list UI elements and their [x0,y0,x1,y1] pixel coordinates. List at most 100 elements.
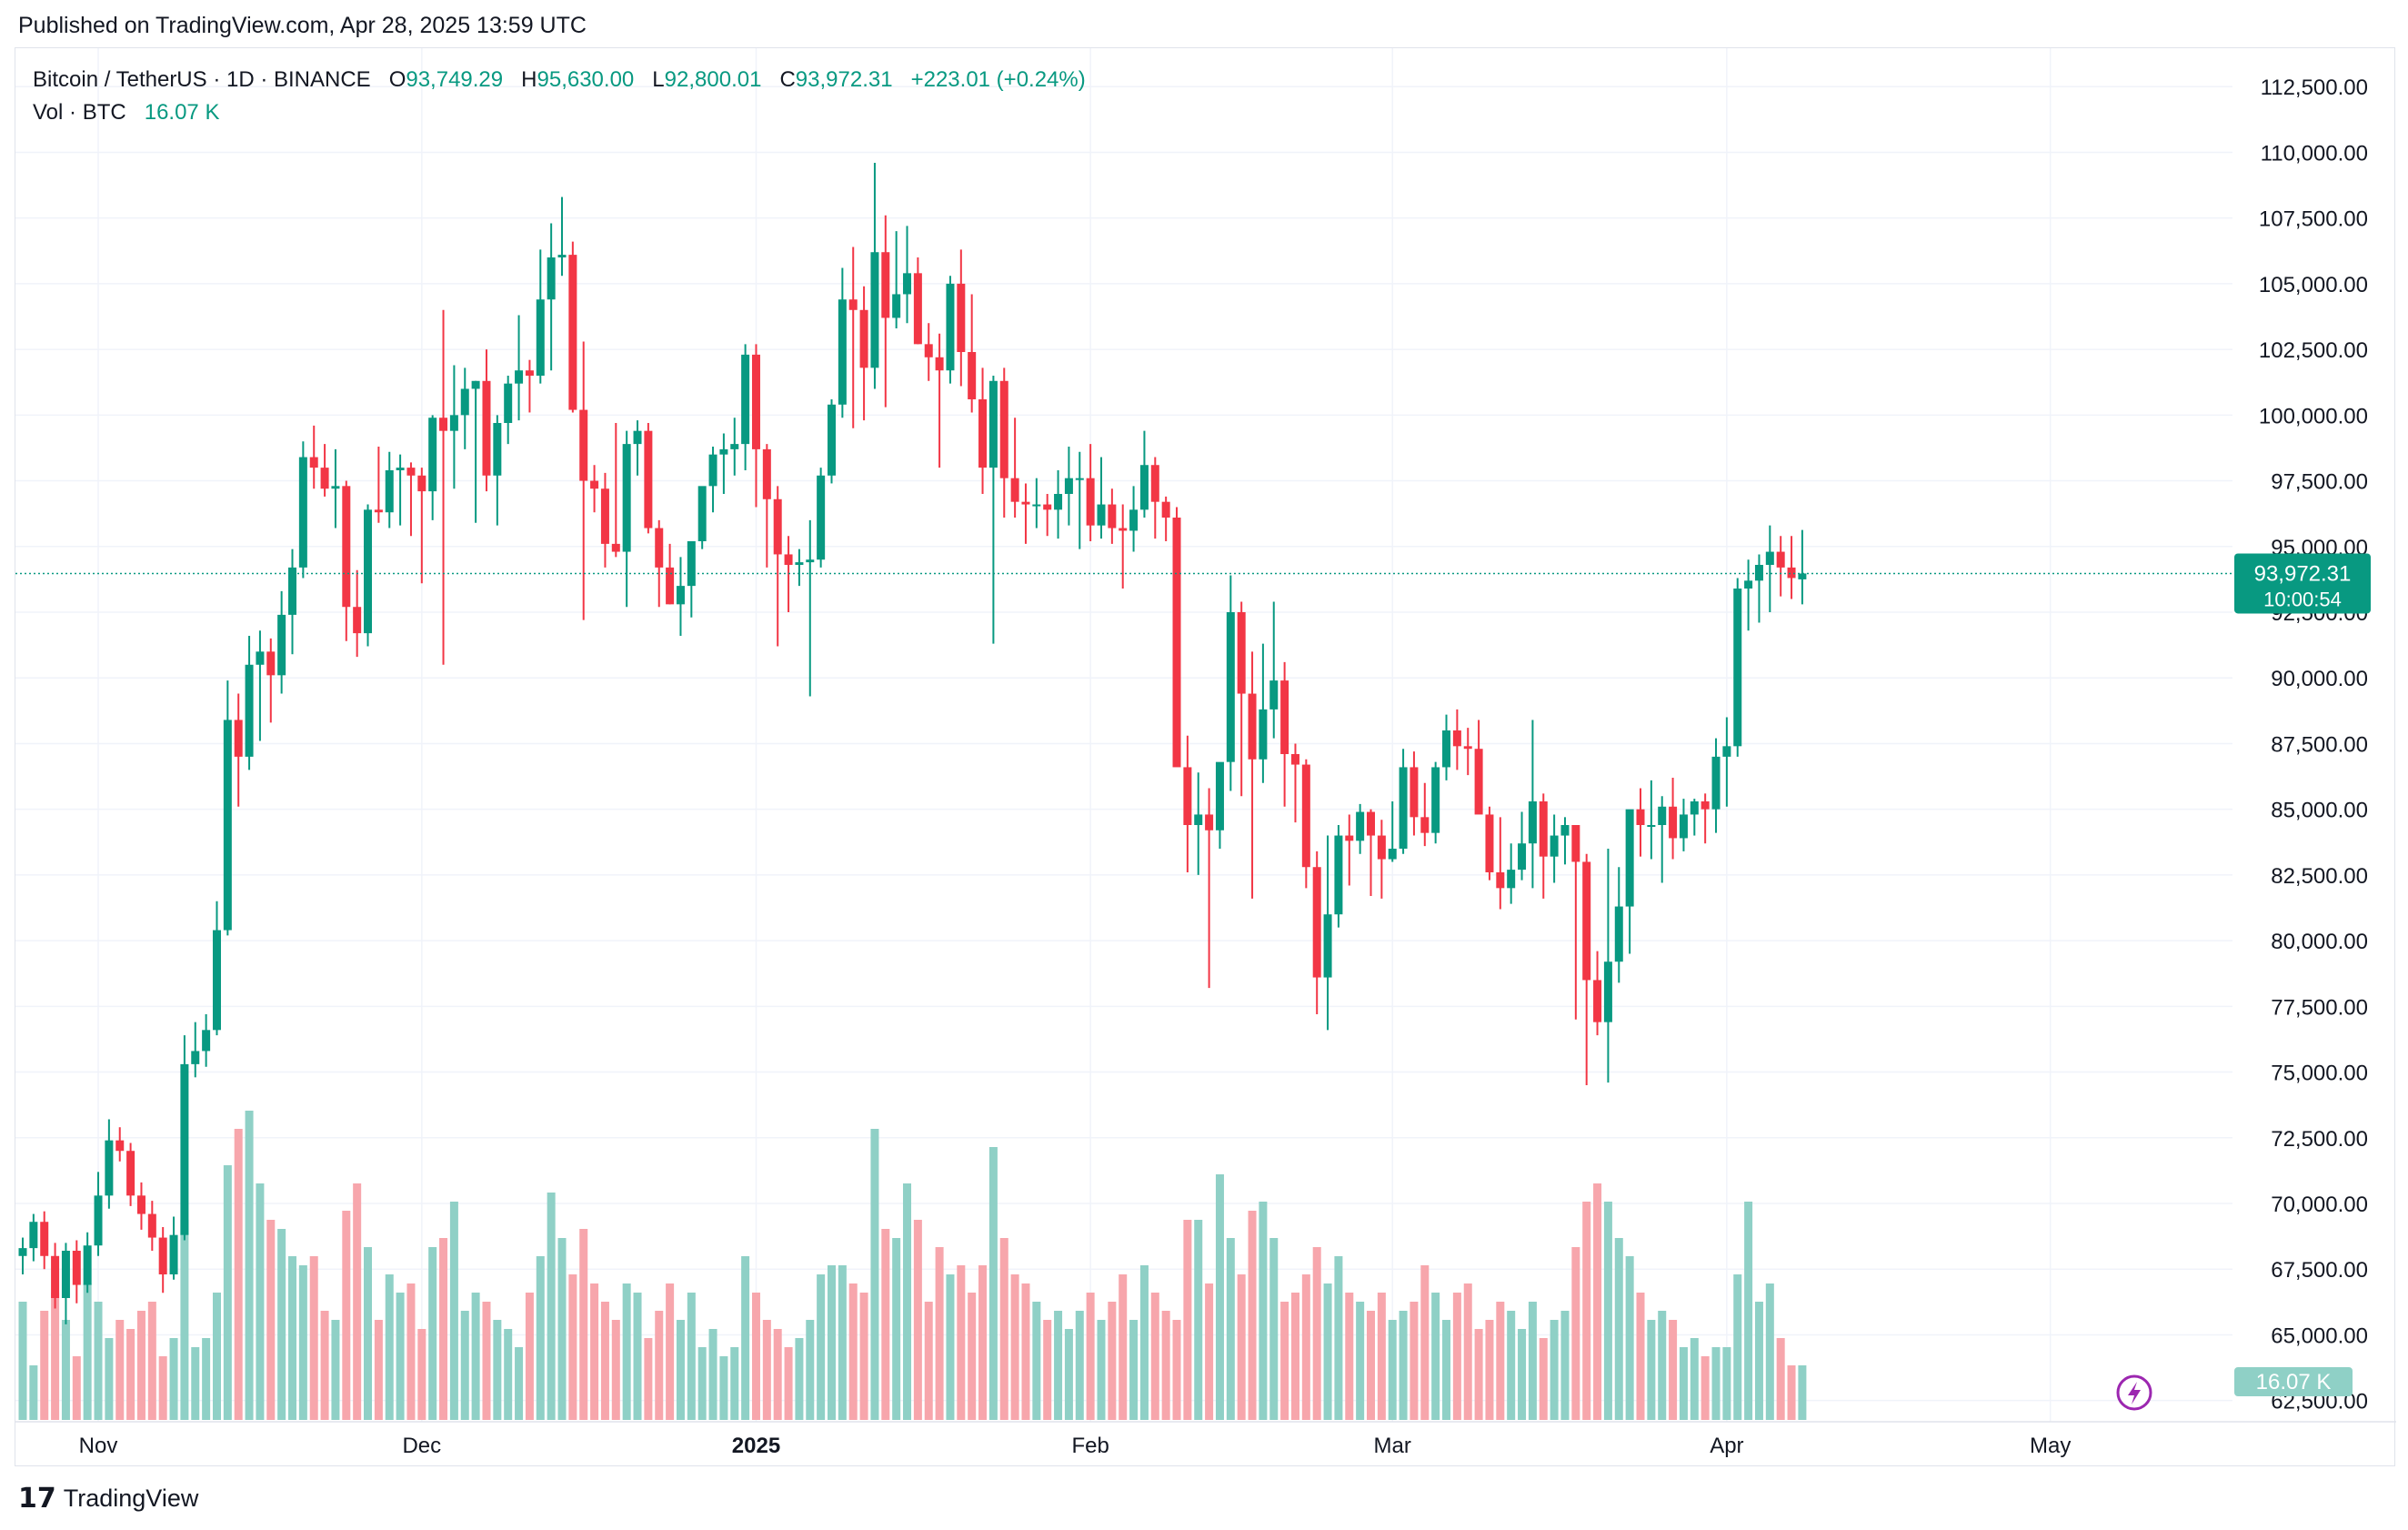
candle-body [1625,809,1634,907]
volume-bar [417,1329,426,1420]
volume-bar [881,1229,890,1420]
price-chart[interactable]: 112,500.00 110,000.00 107,500.00 105,000.00… [15,48,2396,1467]
candle-body [1593,980,1602,1022]
volume-bar [1345,1293,1354,1420]
candle-body [935,357,944,371]
candle-body [622,444,631,552]
volume-bar [105,1338,114,1420]
candle-body [1463,746,1472,750]
volume-bar [1550,1320,1559,1420]
volume-bar [1744,1202,1753,1420]
volume-bar [525,1293,534,1420]
candle-body [1010,478,1019,502]
candle-body [1614,906,1623,962]
volume-bar [342,1211,351,1420]
candle-body [1043,504,1052,510]
tradingview-logo[interactable]: 17 TradingView [18,1483,198,1515]
candle-body [1765,551,1774,565]
volume-bar [1669,1320,1678,1420]
candle-body [1032,504,1041,507]
volume-bar [1431,1293,1440,1420]
candle-body [1248,693,1257,760]
price-tick-label: 72,500.00 [2271,1127,2368,1152]
volume-bar [1248,1211,1257,1420]
price-tick-label: 100,000.00 [2259,404,2368,428]
candle-body [158,1237,167,1274]
volume-bar [946,1274,955,1420]
candle-body [1388,849,1397,860]
price-tick-label: 110,000.00 [2261,141,2368,166]
volume-bar [61,1320,70,1420]
volume-bar [1765,1283,1774,1420]
candle-body [1701,801,1710,810]
volume-bar [741,1256,750,1420]
volume-bar [460,1311,469,1420]
candle-body [191,1051,200,1064]
volume-bar [1614,1238,1623,1420]
volume-bar [1064,1329,1073,1420]
volume-bar [223,1165,232,1420]
volume-bar [935,1247,944,1420]
volume-bar [697,1347,707,1420]
candle-body [988,380,998,468]
candle-body [999,380,1008,478]
time-tick-label: Mar [1374,1434,1411,1458]
volume-bar [126,1329,135,1420]
candle-body [978,399,988,468]
candle-body [1507,870,1516,889]
volume-bar [859,1293,868,1420]
candle-body [72,1251,81,1285]
candle-body [611,543,620,552]
candle-body [320,468,329,489]
candle-body [169,1234,178,1274]
candle-body [1744,580,1753,589]
volume-bar [449,1202,458,1420]
candle-body [1420,817,1430,833]
candle-body [471,380,480,389]
volume-bar [590,1283,599,1420]
volume-bar [676,1320,685,1420]
volume-bar [1021,1283,1030,1420]
volume-bar [83,1283,92,1420]
candle-body [1161,501,1170,518]
price-tick-label: 97,500.00 [2271,470,2368,495]
candle-body [525,370,534,376]
volume-bar [471,1293,480,1420]
volume-bar [1119,1274,1128,1420]
volume-bar [72,1356,81,1420]
volume-bar [1010,1274,1019,1420]
volume-bar [1701,1356,1710,1420]
legend-volume-value: 16.07 K [144,100,220,125]
candle-body [298,457,307,568]
volume-bar [331,1320,340,1420]
candle-body [439,418,448,431]
legend-volume-label: Vol · BTC [33,100,126,125]
candle-body [817,475,826,560]
candle-body [1183,767,1192,825]
volume-bar [1259,1202,1268,1420]
volume-bar [428,1247,437,1420]
candle-body [1485,814,1494,872]
volume-bar [320,1311,329,1420]
candle-body [504,383,513,423]
candle-body [579,409,588,481]
legend-row-ohlc: Bitcoin / TetherUS · 1D · BINANCE O93,74… [33,64,1086,96]
volume-bar [687,1293,696,1420]
volume-bar [1690,1338,1699,1420]
candle-body [29,1222,38,1249]
candle-body [655,528,664,568]
legend-symbol: Bitcoin / TetherUS · 1D · BINANCE [33,67,371,92]
candle-body [212,930,221,1031]
candle-body [762,448,771,499]
candle-body [1312,867,1321,978]
time-tick-label: 2025 [732,1434,780,1458]
volume-bar [1226,1238,1235,1420]
volume-bar [795,1338,804,1420]
legend-high-label: H [521,67,537,92]
legend-close-label: C [779,67,796,92]
lightning-icon[interactable] [2116,1374,2152,1411]
candle-body [1431,767,1440,833]
chart-frame[interactable]: 112,500.00 110,000.00 107,500.00 105,000.00… [15,47,2396,1467]
time-tick-label: Nov [79,1434,118,1458]
candle-body [460,388,469,416]
